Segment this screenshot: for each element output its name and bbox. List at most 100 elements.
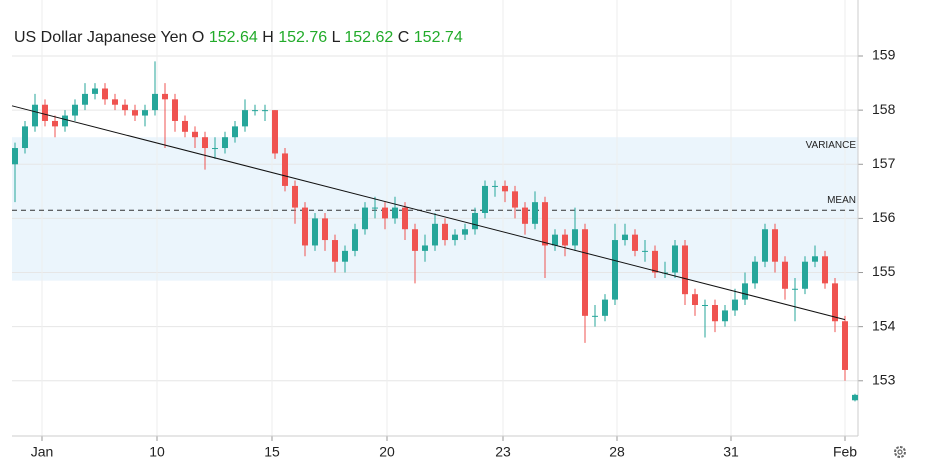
candle-body <box>352 229 358 251</box>
candle-body <box>482 185 488 213</box>
y-tick-label: 159 <box>872 47 896 63</box>
settings-button[interactable] <box>894 446 906 458</box>
candle-body <box>672 245 678 273</box>
candle-body <box>202 137 208 149</box>
y-tick-label: 155 <box>872 263 896 279</box>
candle-body <box>582 229 588 316</box>
trendline <box>11 105 846 321</box>
candle-body <box>762 229 768 262</box>
candle-body <box>282 153 288 186</box>
candle-body <box>12 148 18 165</box>
candle-body <box>312 218 318 246</box>
candle-body <box>542 202 548 246</box>
candle-body <box>262 110 268 112</box>
candle-body <box>232 126 238 138</box>
candle-body <box>732 299 738 311</box>
candle-body <box>192 131 198 138</box>
candle-body <box>382 207 388 219</box>
candle-body <box>752 261 758 284</box>
ohlc-value: 152.64 <box>208 29 258 46</box>
candle-body <box>322 218 328 241</box>
y-tick-label: 158 <box>872 101 896 117</box>
ohlc-label: H <box>262 29 274 46</box>
candle-body <box>112 99 118 105</box>
ohlc-value: 152.74 <box>413 29 463 46</box>
candle-body <box>82 93 88 105</box>
candle-body <box>812 256 818 262</box>
ohlc-value: 152.76 <box>278 29 328 46</box>
candle-body <box>462 229 468 235</box>
y-tick-label: 154 <box>872 317 896 333</box>
candle-body <box>342 250 348 262</box>
candle-body <box>22 126 28 149</box>
candle-body <box>402 207 408 230</box>
candle-body <box>422 245 428 251</box>
candle-body <box>372 207 378 209</box>
gear-icon[interactable] <box>894 446 906 458</box>
x-tick-label: Jan <box>31 444 54 460</box>
candle-body <box>162 93 168 100</box>
candle-body <box>592 315 598 317</box>
candle-body <box>782 261 788 289</box>
x-tick-label: Feb <box>833 444 857 460</box>
gear-hub[interactable] <box>897 449 903 455</box>
candle-body <box>602 299 608 316</box>
candle-body <box>302 207 308 246</box>
x-tick-label: 28 <box>609 444 625 460</box>
ohlc-label: L <box>331 29 340 46</box>
candle-body <box>632 234 638 251</box>
candle-body <box>212 148 218 150</box>
candle-body <box>572 229 578 246</box>
candle-body <box>562 234 568 246</box>
candle-body <box>492 185 498 187</box>
candle-body <box>332 240 338 262</box>
candle-body <box>502 185 508 192</box>
y-tick-label: 156 <box>872 209 896 225</box>
candle-body <box>842 321 848 370</box>
candle-body <box>702 305 708 307</box>
candle-body <box>522 207 528 224</box>
candle-body <box>182 120 188 132</box>
candle-body <box>412 229 418 251</box>
candle-body <box>652 250 658 273</box>
candle-body <box>682 245 688 295</box>
candle-body <box>172 99 178 121</box>
candle-body <box>132 110 138 116</box>
candle-body <box>92 88 98 94</box>
candle-body <box>852 394 858 401</box>
ohlc-label: C <box>397 29 410 46</box>
candle-body <box>272 110 278 154</box>
candle-body <box>712 305 718 322</box>
x-tick-label: 20 <box>379 444 395 460</box>
candle-body <box>292 185 298 208</box>
x-tick-label: 10 <box>149 444 165 460</box>
x-tick-label: 31 <box>723 444 739 460</box>
candle-body <box>802 261 808 289</box>
candle-body <box>142 110 148 116</box>
candle-body <box>452 234 458 241</box>
candle-body <box>122 104 128 111</box>
candle-body <box>442 223 448 241</box>
candle-body <box>552 234 558 246</box>
candle-body <box>822 256 828 284</box>
candle-body <box>152 93 158 111</box>
candle-body <box>512 191 518 208</box>
candle-body <box>242 110 248 127</box>
candle-body <box>102 88 108 100</box>
candle-body <box>532 202 538 224</box>
candle-body <box>772 229 778 262</box>
y-tick-label: 157 <box>872 155 896 171</box>
variance-band <box>12 137 858 281</box>
candle-body <box>392 207 398 219</box>
candle-body <box>832 283 838 322</box>
candle-body <box>252 110 258 112</box>
candle-body <box>62 115 68 127</box>
candle-body <box>472 212 478 230</box>
y-tick-label: 153 <box>872 371 896 387</box>
variance-label: VARIANCE <box>806 140 857 151</box>
candle-body <box>222 137 228 149</box>
ohlc-value: 152.62 <box>344 29 394 46</box>
x-tick-label: 23 <box>495 444 511 460</box>
